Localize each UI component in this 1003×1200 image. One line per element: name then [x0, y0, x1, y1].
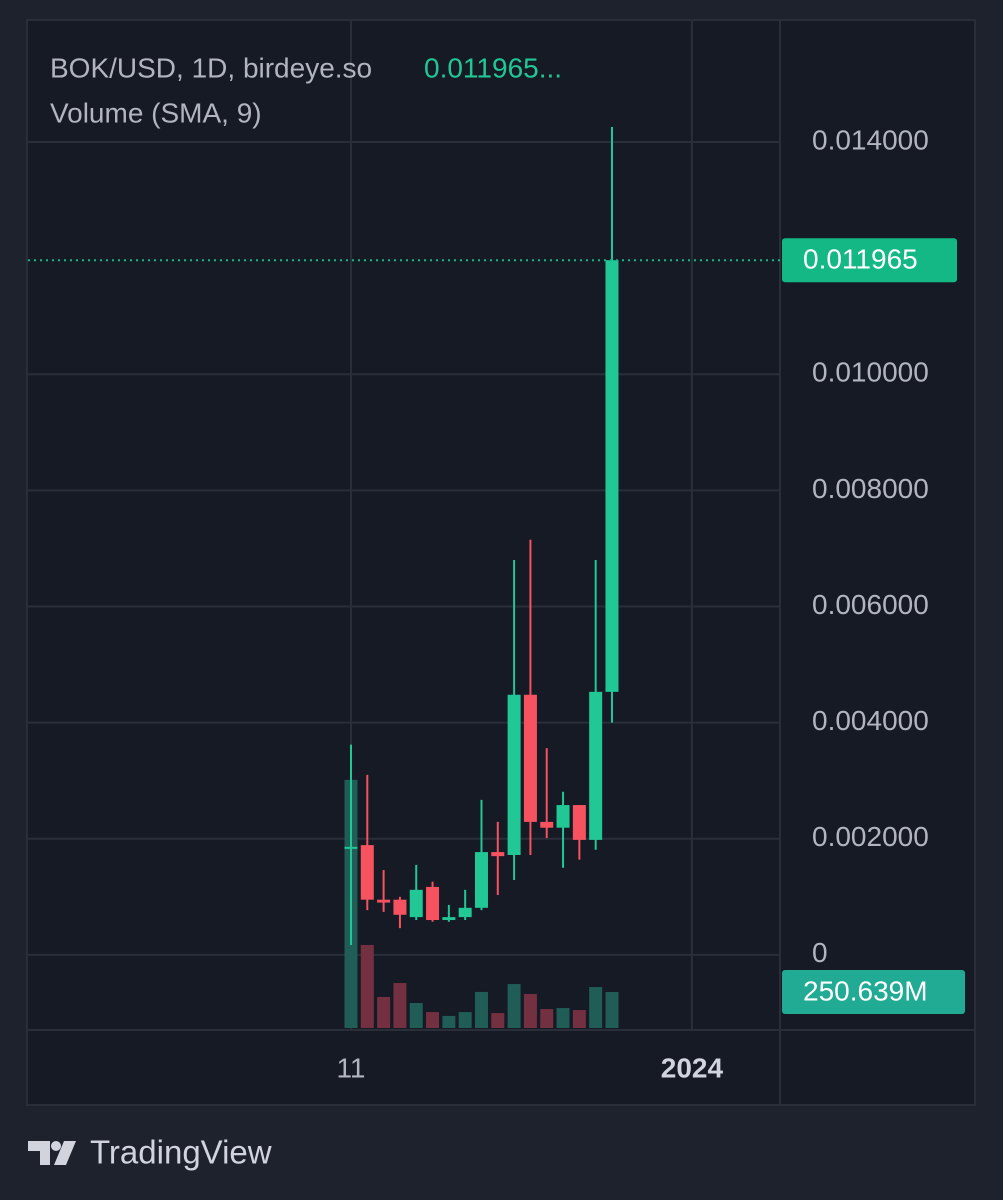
volume-bar: [474, 991, 488, 1028]
volume-bar: [572, 1010, 586, 1028]
volume-bar: [491, 1013, 505, 1028]
candle-body: [523, 694, 537, 822]
brand: TradingView: [90, 1134, 272, 1171]
candle-body: [507, 694, 521, 855]
candle-body: [377, 899, 391, 903]
y-tick-label: 0.010000: [812, 357, 929, 388]
candle-body: [572, 805, 586, 840]
y-tick-label: 0.002000: [812, 821, 929, 852]
y-tick-label: 0: [812, 937, 828, 968]
plot: 0 0.002000 0.004000 0.006000 0.008000 0.01000…: [28, 20, 965, 1083]
volume-bar: [556, 1008, 570, 1028]
candle-body: [605, 260, 619, 692]
volume-bar: [360, 944, 374, 1028]
volume-bar: [605, 991, 619, 1028]
logo-icon: [28, 1141, 76, 1165]
candle-body: [426, 886, 440, 921]
header-price: 0.011965...: [424, 52, 562, 83]
last-price-box: [782, 238, 957, 283]
candle-body: [393, 899, 407, 915]
volume-bar: [377, 996, 391, 1028]
volume-box: [782, 969, 965, 1014]
candle-body: [474, 852, 488, 908]
candle-body: [540, 821, 554, 828]
volume-bar: [393, 983, 407, 1028]
volume-bar: [589, 987, 603, 1028]
candle-body: [458, 907, 472, 918]
y-tick-label: 0.006000: [812, 589, 929, 620]
candle-body: [360, 845, 374, 900]
chart-panel: [26, 19, 976, 1106]
logo: [28, 1141, 76, 1165]
y-tick-label: 0.008000: [812, 473, 929, 504]
candle-body: [344, 846, 358, 849]
logo-dot: [51, 1141, 61, 1151]
last-price-label: 0.011965: [803, 244, 918, 275]
candle-body: [409, 889, 423, 918]
y-tick-label: 0.014000: [812, 124, 929, 155]
indicator: Volume (SMA, 9): [50, 97, 262, 128]
volume-bar: [523, 993, 537, 1028]
volume-bar: [458, 1012, 472, 1028]
symbol: BOK/USD, 1D, birdeye.so: [50, 52, 372, 83]
volume-bar: [540, 1009, 554, 1028]
volume-bar: [507, 984, 521, 1028]
x-tick-label: 11: [336, 1052, 365, 1083]
candle-body: [442, 917, 456, 921]
y-tick-label: 0.004000: [812, 705, 929, 736]
volume-bar: [426, 1012, 440, 1028]
volume-bar: [442, 1015, 456, 1028]
candle-body: [556, 805, 570, 828]
candle-body: [589, 691, 603, 840]
x-tick-label: 2024: [661, 1052, 724, 1083]
volume-bar: [409, 1002, 423, 1028]
volume-label: 250.639M: [803, 975, 928, 1006]
candle-body: [491, 852, 505, 857]
